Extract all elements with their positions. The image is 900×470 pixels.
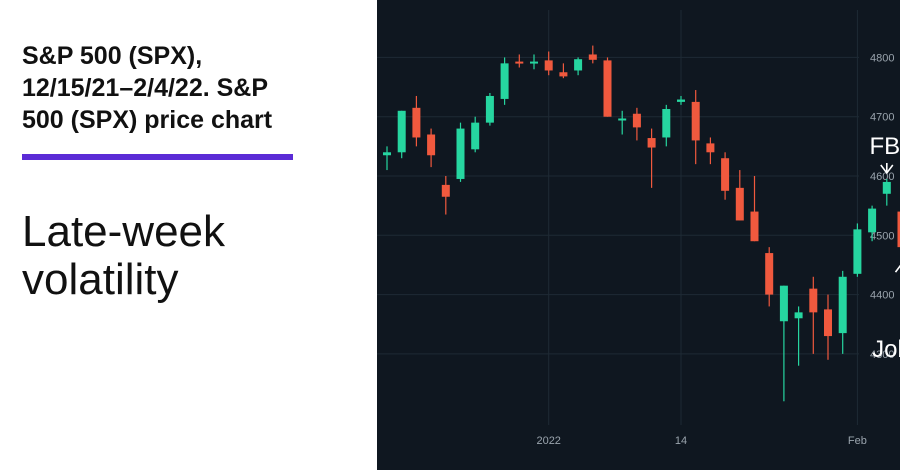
- candle-body: [691, 101, 700, 141]
- candle-body: [485, 95, 494, 123]
- candle-body: [397, 110, 406, 153]
- title-line-3: 500 (SPX) price chart: [22, 106, 273, 134]
- candle-body: [897, 211, 900, 248]
- candle-body: [383, 152, 391, 156]
- candle-body: [588, 54, 597, 60]
- candlestick-chart: 4300 4400 4500 4600 4700 4800 2022 14 Feb FB Jobs: [377, 10, 900, 447]
- candle-body: [530, 61, 538, 64]
- candle-body: [412, 107, 421, 138]
- headline-line-1: Late-week: [22, 207, 226, 256]
- candle-body: [882, 181, 891, 194]
- x-tick-label: Feb: [848, 435, 867, 447]
- x-tick-label: 14: [675, 435, 687, 447]
- candle-body: [750, 211, 759, 242]
- candle-body: [824, 309, 832, 337]
- candle-body: [677, 99, 685, 102]
- candle-body: [779, 285, 788, 322]
- candle-body: [765, 253, 774, 295]
- fb-annotation-label: FB: [869, 133, 900, 160]
- y-tick-label: 4500: [870, 230, 894, 242]
- candle-body: [721, 158, 730, 191]
- candle-body: [794, 312, 803, 319]
- candle-body: [618, 118, 627, 121]
- y-tick-label: 4700: [870, 112, 894, 124]
- candle-body: [647, 138, 656, 148]
- candle-body: [471, 122, 480, 150]
- jobs-annotation-label: Jobs: [872, 336, 900, 363]
- candle-body: [868, 208, 877, 233]
- y-tick-label: 4800: [870, 52, 894, 64]
- title-line-2: 12/15/21–2/4/22. S&P: [22, 74, 269, 102]
- x-tick-label: 2022: [536, 435, 560, 447]
- text-panel: S&P 500 (SPX), 12/15/21–2/4/22. S&P 500 …: [0, 0, 377, 470]
- headline-line-2: volatility: [22, 255, 179, 304]
- accent-divider: [22, 154, 293, 160]
- candle-body: [853, 229, 862, 274]
- candle-body: [427, 134, 436, 156]
- candle-body: [500, 63, 509, 99]
- candle-body: [735, 187, 744, 221]
- candle-body: [632, 113, 641, 128]
- candle-body: [662, 109, 671, 138]
- candle-body: [441, 184, 450, 197]
- candle-body: [559, 72, 568, 77]
- candle-body: [544, 60, 553, 71]
- candle-body: [838, 276, 847, 334]
- candle-body: [515, 61, 524, 64]
- candle-body: [574, 59, 583, 71]
- candle-body: [456, 128, 465, 179]
- candle-body: [603, 60, 612, 117]
- candle-body: [706, 143, 715, 153]
- chart-panel: 4300 4400 4500 4600 4700 4800 2022 14 Feb FB Jobs: [377, 0, 900, 470]
- title-line-1: S&P 500 (SPX),: [22, 42, 203, 70]
- y-tick-label: 4600: [870, 171, 894, 183]
- chart-title: S&P 500 (SPX), 12/15/21–2/4/22. S&P 500 …: [22, 40, 322, 136]
- fb-arrow-head: [880, 164, 894, 175]
- headline: Late-week volatility: [22, 208, 352, 304]
- y-tick-label: 4400: [870, 290, 894, 302]
- y-tick-label: 4300: [870, 349, 894, 361]
- jobs-arrow-head: [894, 264, 900, 273]
- candle-body: [809, 288, 818, 313]
